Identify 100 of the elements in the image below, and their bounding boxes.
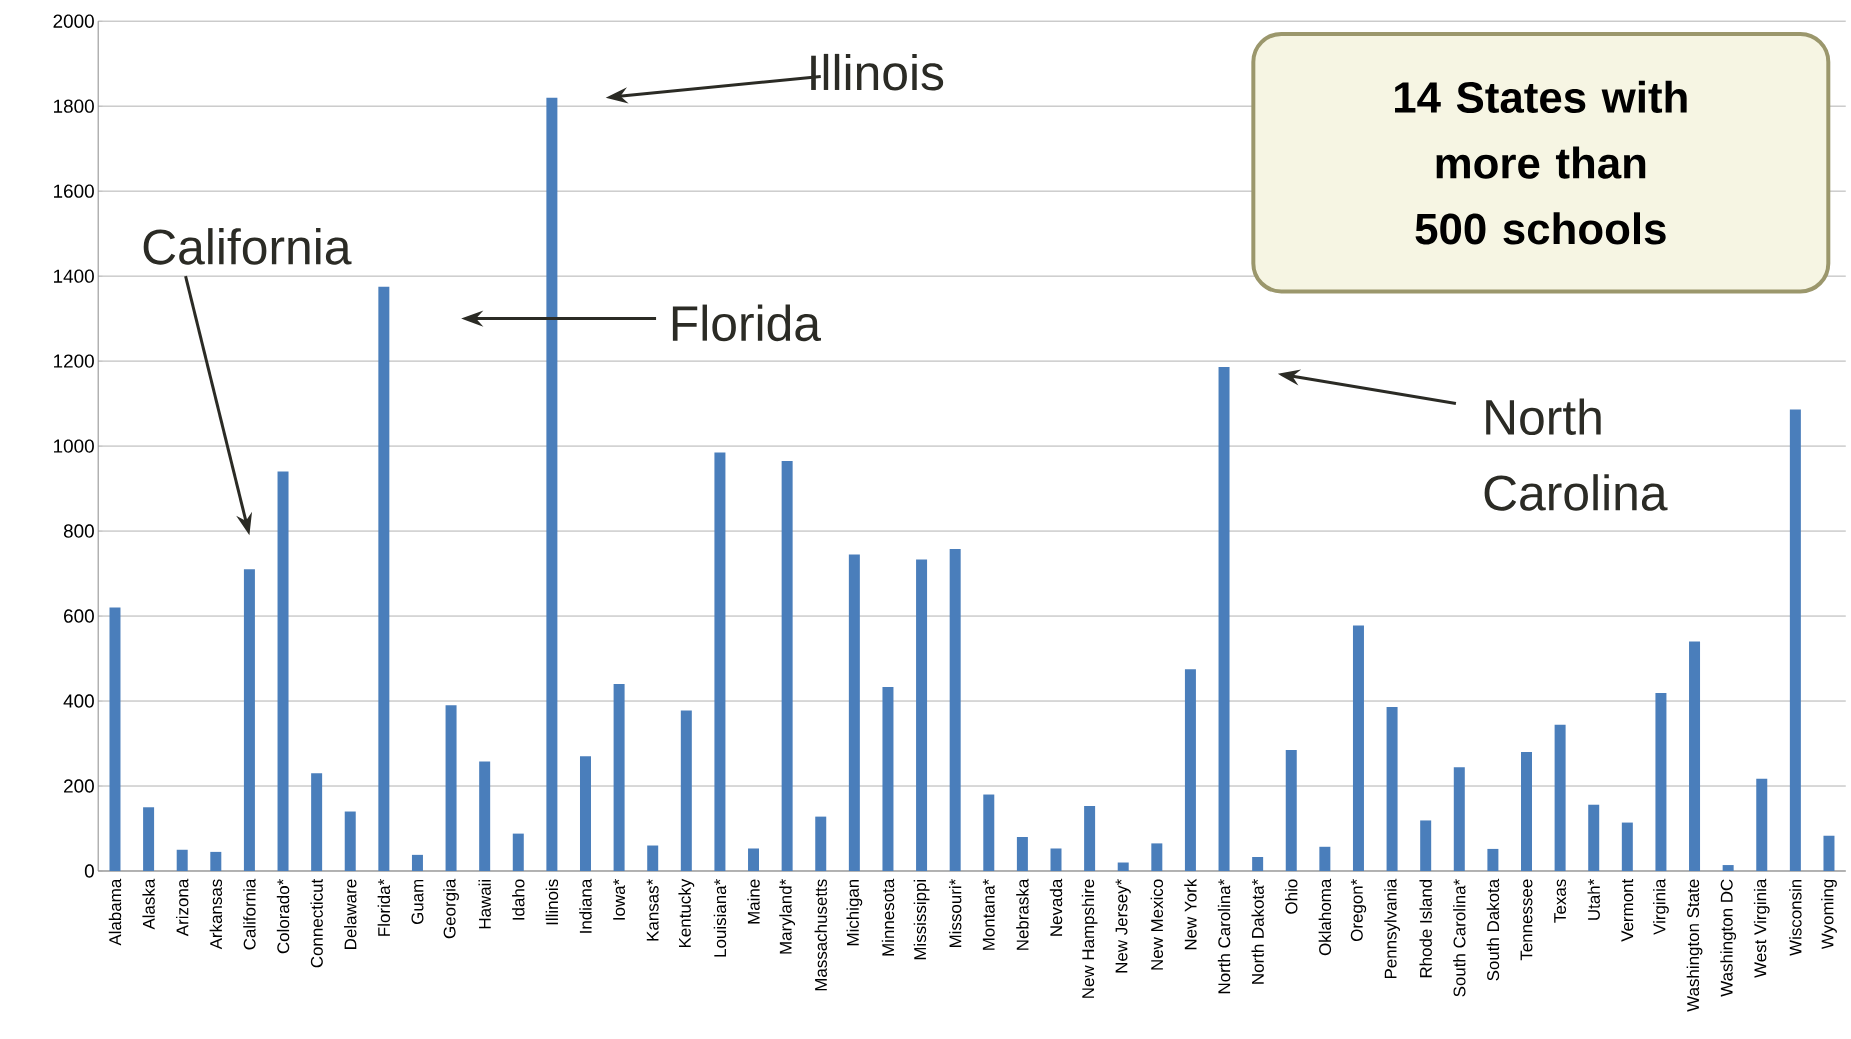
bar: [1386, 706, 1398, 871]
bar: [277, 471, 289, 871]
x-tick-label: Utah*: [1587, 878, 1600, 920]
bar: [580, 756, 591, 871]
x-tick-label: Florida*: [377, 878, 391, 936]
y-tick-label: 1200: [54, 354, 94, 368]
bar: [479, 761, 491, 871]
bar: [143, 807, 155, 871]
x-tick-label: Hawaii: [478, 879, 491, 929]
bar: [781, 460, 793, 871]
x-tick-label: Wisconsin: [1789, 879, 1802, 956]
bar: [1521, 751, 1532, 871]
x-tick-label: Vermont: [1621, 878, 1634, 942]
x-tick-label: Rhode Island: [1419, 879, 1432, 978]
x-tick-label: Oklahoma: [1318, 878, 1332, 956]
x-tick-label: Minnesota: [881, 878, 895, 956]
bar: [1117, 862, 1129, 871]
bar: [1453, 767, 1465, 871]
bar: [1621, 822, 1633, 871]
x-tick-label: Michigan: [846, 879, 863, 946]
bar: [1655, 692, 1667, 871]
y-tick-label: 1400: [54, 269, 94, 283]
bar: [311, 773, 323, 871]
x-tick-label: Washington DC: [1720, 879, 1737, 997]
bar: [1285, 749, 1297, 871]
x-tick-label: New Hampshire: [1081, 879, 1098, 998]
bar: [411, 854, 423, 871]
bar: [1823, 835, 1835, 871]
bar: [176, 849, 188, 871]
x-tick-label: New Mexico: [1150, 879, 1164, 970]
x-tick-label: Alaska: [142, 878, 155, 930]
annotation: 14 States with more than 500 schools: [1395, 80, 1687, 245]
x-tick-label: Nevada: [1049, 878, 1063, 936]
x-tick-label: Idaho: [512, 879, 525, 920]
y-tick-label: 800: [63, 524, 94, 538]
x-tick-label: New Jersey*: [1115, 878, 1131, 973]
bar: [613, 683, 625, 871]
bar: [916, 559, 928, 871]
x-tick-label: Indiana: [579, 878, 592, 933]
x-tick-label: Texas: [1554, 879, 1567, 923]
x-tick-label: Arizona: [175, 878, 189, 937]
bar: [1184, 669, 1196, 871]
bar: [1420, 820, 1432, 871]
bar: [445, 705, 457, 871]
bar: [983, 794, 995, 871]
bar: [1016, 836, 1028, 871]
y-tick-label: 1000: [54, 439, 94, 453]
bar: [1151, 843, 1163, 871]
x-tick-label: Wyoming: [1821, 879, 1837, 950]
bar: [1689, 641, 1701, 871]
bar: [1252, 856, 1264, 871]
bar: [1756, 778, 1768, 871]
annotation: North Carolina: [1484, 398, 1668, 511]
y-tick-label: 2000: [53, 14, 94, 28]
x-tick-label: Guam: [411, 879, 424, 924]
x-tick-label: Pennsylvania: [1384, 878, 1400, 979]
bar: [1487, 848, 1499, 871]
x-tick-label: Mississippi: [913, 879, 930, 960]
bar: [815, 816, 827, 871]
x-tick-label: Iowa*: [613, 878, 626, 920]
y-tick-label: 600: [64, 609, 94, 623]
bar: [882, 686, 894, 871]
x-tick-label: Massachusetts: [814, 879, 827, 991]
x-tick-label: Oregon*: [1350, 878, 1367, 941]
x-tick-label: Georgia: [443, 878, 459, 939]
annotation: Illinois: [811, 53, 944, 91]
y-tick-label: 400: [63, 694, 94, 708]
x-tick-label: New York: [1184, 878, 1197, 950]
bar: [1050, 848, 1062, 871]
x-tick-label: Washington State: [1686, 879, 1703, 1012]
x-tick-label: Maine: [747, 879, 760, 924]
bar: [714, 452, 726, 871]
x-tick-label: Nebraska: [1016, 878, 1029, 950]
bar: [848, 554, 860, 871]
x-tick-label: Colorado*: [276, 878, 290, 954]
bar: [378, 286, 390, 871]
x-tick-label: Tennessee: [1520, 879, 1533, 961]
x-tick-label: South Carolina*: [1453, 879, 1466, 997]
bar: [1319, 846, 1331, 871]
bar: [109, 607, 121, 871]
bar: [1084, 805, 1096, 871]
x-tick-label: North Carolina*: [1217, 879, 1231, 994]
x-tick-label: West Virginia: [1753, 878, 1770, 978]
bar: [748, 848, 760, 871]
x-tick-label: Montana*: [982, 878, 995, 950]
bar: [210, 851, 222, 871]
x-tick-label: Illinois: [545, 879, 559, 925]
bar: [344, 811, 356, 871]
y-tick-label: 0: [84, 864, 94, 878]
x-tick-label: California: [243, 878, 256, 950]
x-tick-label: Ohio: [1285, 879, 1298, 914]
y-tick-label: 1800: [54, 99, 94, 113]
bar: [243, 569, 255, 871]
bar: [1352, 625, 1364, 871]
y-tick-label: 1600: [54, 184, 94, 198]
x-tick-label: Connecticut: [310, 878, 323, 968]
bar: [1722, 864, 1734, 871]
annotation: California: [143, 228, 352, 265]
x-tick-label: Kansas*: [646, 878, 659, 941]
y-tick-label: 200: [64, 779, 94, 793]
